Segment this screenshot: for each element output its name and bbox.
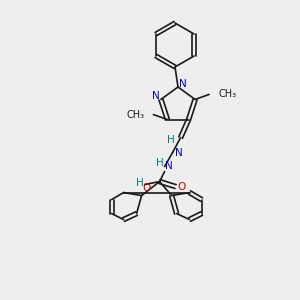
Text: N: N: [152, 92, 160, 101]
Text: CH₃: CH₃: [126, 110, 144, 120]
Text: CH₃: CH₃: [218, 89, 236, 99]
Text: N: N: [179, 79, 187, 89]
Text: N: N: [175, 148, 182, 158]
Text: O: O: [178, 182, 186, 192]
Text: H: H: [156, 158, 164, 168]
Text: N: N: [165, 160, 172, 171]
Text: O: O: [142, 183, 151, 193]
Text: H: H: [167, 135, 175, 145]
Text: H: H: [136, 178, 143, 188]
